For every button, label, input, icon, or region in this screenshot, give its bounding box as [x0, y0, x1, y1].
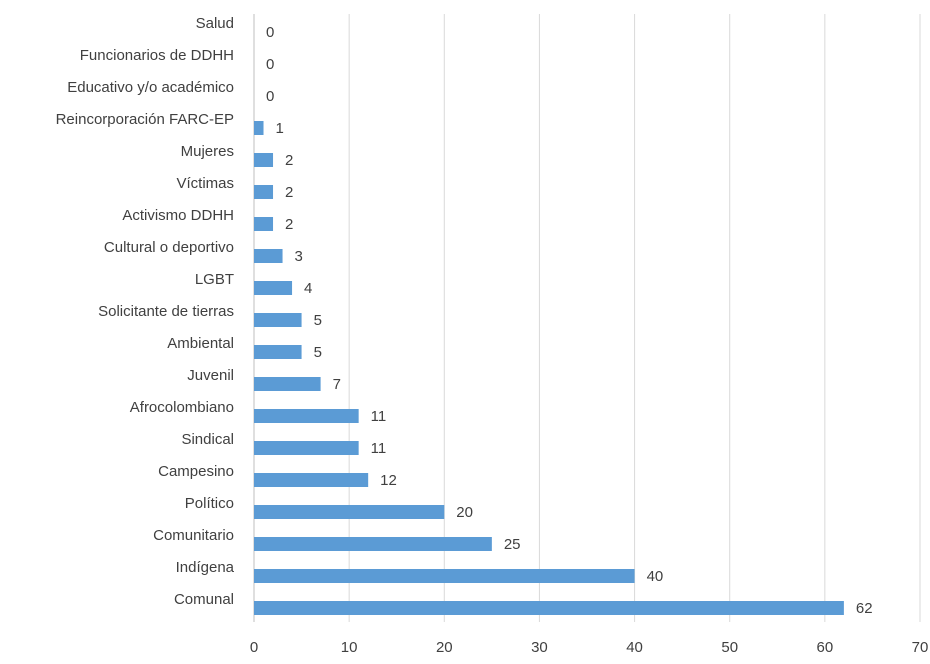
- bar: [254, 249, 283, 263]
- category-label: Funcionarios de DDHH: [80, 47, 234, 64]
- bar: [254, 505, 445, 519]
- category-label: Cultural o deportivo: [104, 239, 234, 256]
- category-label: Solicitante de tierras: [98, 303, 234, 320]
- bar: [254, 409, 359, 423]
- bar: [254, 441, 359, 455]
- category-label: Ambiental: [167, 335, 234, 352]
- category-label: Sindical: [181, 431, 234, 448]
- category-label: Juvenil: [187, 367, 234, 384]
- category-label: LGBT: [195, 271, 234, 288]
- data-label: 0: [266, 24, 274, 41]
- bar: [254, 185, 274, 199]
- x-tick-label: 20: [436, 639, 453, 656]
- category-label: Político: [185, 495, 234, 512]
- bar: [254, 569, 635, 583]
- data-label: 25: [504, 536, 521, 553]
- data-label: 2: [285, 216, 293, 233]
- category-label: Comunitario: [153, 527, 234, 544]
- category-label: Educativo y/o académico: [67, 79, 234, 96]
- category-label: Salud: [196, 15, 234, 32]
- data-label: 5: [314, 344, 322, 361]
- x-tick-label: 30: [531, 639, 548, 656]
- bar: [254, 345, 302, 359]
- category-label: Campesino: [158, 463, 234, 480]
- category-label: Mujeres: [181, 143, 234, 160]
- category-label: Comunal: [174, 591, 234, 608]
- data-label: 2: [285, 184, 293, 201]
- data-label: 2: [285, 152, 293, 169]
- category-label: Indígena: [176, 559, 235, 576]
- data-label: 62: [856, 600, 873, 617]
- data-label: 0: [266, 88, 274, 105]
- data-label: 1: [276, 120, 284, 137]
- data-label: 7: [333, 376, 341, 393]
- category-label: Reincorporación FARC-EP: [56, 111, 234, 128]
- category-label: Activismo DDHH: [122, 207, 234, 224]
- bar: [254, 313, 302, 327]
- bar: [254, 473, 369, 487]
- bar: [254, 121, 264, 135]
- bar: [254, 377, 321, 391]
- x-tick-label: 60: [817, 639, 834, 656]
- data-label: 40: [647, 568, 664, 585]
- x-tick-label: 40: [626, 639, 643, 656]
- data-label: 4: [304, 280, 312, 297]
- data-label: 5: [314, 312, 322, 329]
- bar: [254, 153, 274, 167]
- category-labels: Salud Funcionarios de DDHH Educativo y/o a…: [56, 15, 235, 608]
- data-label: 12: [380, 472, 397, 489]
- category-label: Víctimas: [176, 175, 234, 192]
- category-label: Afrocolombiano: [130, 399, 234, 416]
- bars: [254, 121, 844, 615]
- data-label: 0: [266, 56, 274, 73]
- x-tick-label: 50: [721, 639, 738, 656]
- x-tick-label: 0: [250, 639, 258, 656]
- x-tick-label: 70: [912, 639, 929, 656]
- data-label: 11: [371, 408, 387, 425]
- data-label: 20: [456, 504, 473, 521]
- x-axis-ticks: 0 10 20 30 40 50 60 70: [250, 639, 929, 656]
- data-label: 3: [295, 248, 303, 265]
- gridlines: [253, 14, 921, 622]
- bar: [254, 217, 274, 231]
- bar: [254, 281, 293, 295]
- bar: [254, 601, 844, 615]
- data-label: 11: [371, 440, 387, 457]
- bar: [254, 537, 492, 551]
- x-tick-label: 10: [341, 639, 358, 656]
